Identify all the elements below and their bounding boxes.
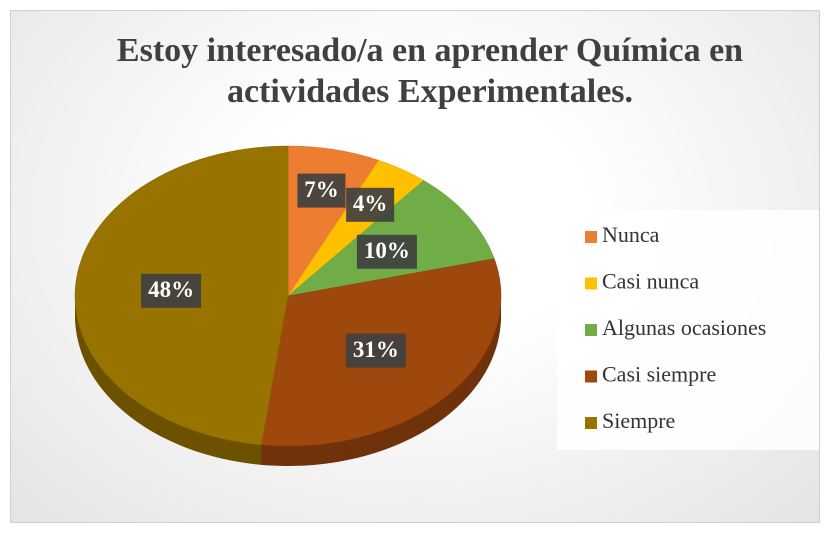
data-label: 48% (148, 277, 194, 302)
data-label-box (141, 273, 202, 308)
data-label: 4% (353, 191, 388, 216)
data-label: 7% (304, 177, 339, 202)
legend-label: Casi nunca (602, 269, 699, 294)
legend-label: Nunca (602, 222, 660, 247)
legend-swatch (585, 370, 597, 383)
legend-label: Algunas ocasiones (602, 315, 766, 340)
legend-swatch (585, 231, 597, 243)
data-label-box (345, 333, 406, 368)
legend-swatch (585, 324, 597, 336)
legend-label: Casi siempre (602, 362, 716, 387)
legend-label: Siempre (602, 408, 675, 433)
chart-title: Estoy interesado/a en aprender Química e… (116, 32, 744, 110)
data-label-box (297, 173, 346, 208)
data-label-box (346, 187, 395, 222)
legend-swatch (585, 417, 597, 429)
data-label: 10% (364, 238, 410, 263)
data-label-box (356, 234, 417, 269)
legend-box (557, 210, 819, 450)
legend-swatch (585, 277, 597, 290)
data-label: 31% (353, 337, 399, 362)
